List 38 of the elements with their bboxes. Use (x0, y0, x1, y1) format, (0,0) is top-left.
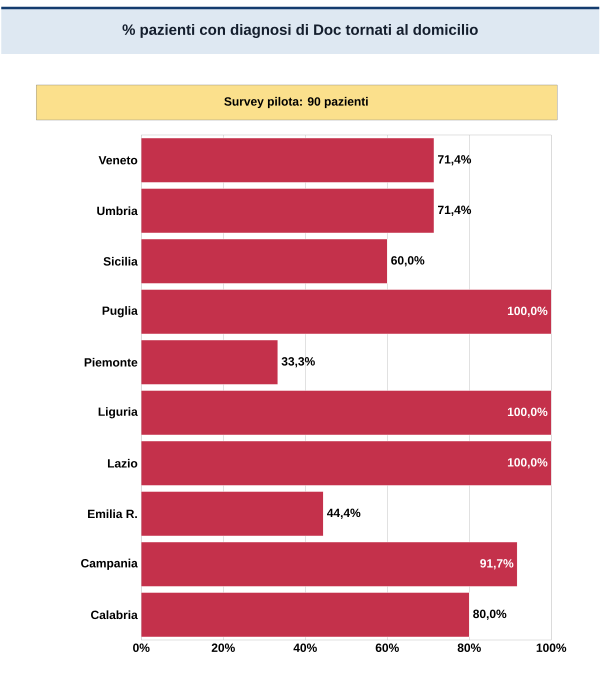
data-label: 60,0% (390, 256, 424, 266)
y-tick-label: Emilia R. (88, 509, 137, 518)
x-tick-label: 60% (375, 644, 399, 652)
data-label: 71,4% (438, 206, 471, 216)
bar (141, 390, 552, 436)
data-label: 80,0% (472, 610, 506, 620)
bar (141, 138, 434, 183)
bar (141, 340, 278, 385)
data-label: 44,4% (326, 508, 360, 519)
y-tick-label: Sicilia (103, 256, 138, 266)
y-tick-label: Piemonte (84, 358, 138, 367)
data-label: 91,7% (480, 559, 514, 570)
bar (141, 542, 518, 587)
y-tick-label: Campania (80, 558, 138, 570)
bar (141, 491, 324, 536)
bar (141, 238, 388, 284)
bar (141, 188, 434, 234)
data-label: 71,4% (438, 155, 471, 166)
bar (141, 592, 470, 638)
x-tick-label: 20% (211, 644, 235, 652)
chart-subtitle: Survey pilota: 90 pazienti (224, 96, 368, 108)
y-tick-label: Puglia (102, 306, 138, 318)
x-tick-label: 100% (536, 644, 566, 652)
data-label: 100,0% (508, 306, 548, 317)
chart-title: % pazienti con diagnosi di Doc tornati al domicilio (122, 24, 478, 38)
x-tick-label: 0% (132, 644, 150, 652)
data-label: 100,0% (508, 458, 548, 468)
data-label: 33,3% (281, 357, 315, 368)
y-tick-label: Umbria (97, 206, 138, 216)
bar (141, 289, 552, 334)
y-tick-label: Calabria (90, 610, 138, 620)
y-tick-label: Lazio (108, 458, 138, 468)
y-tick-label: Liguria (98, 407, 138, 418)
data-label: 100,0% (508, 408, 548, 418)
x-tick-label: 40% (293, 644, 317, 652)
bar (141, 440, 552, 486)
y-tick-label: Veneto (98, 156, 138, 164)
x-tick-label: 80% (457, 644, 481, 652)
